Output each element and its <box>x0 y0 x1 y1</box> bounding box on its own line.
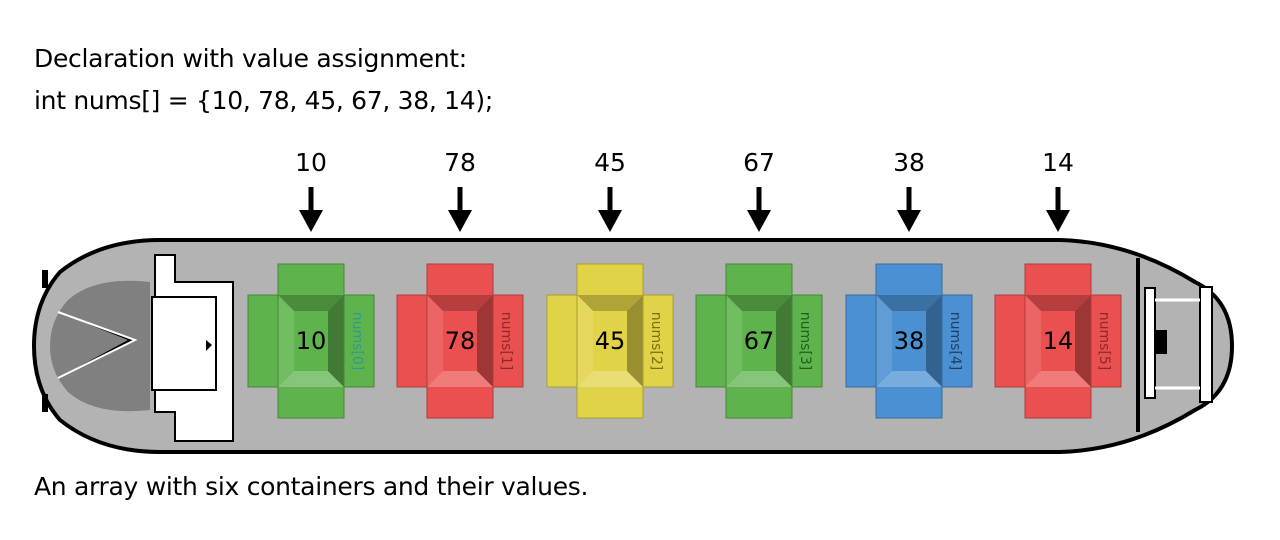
bow-chevron-highlight <box>57 311 138 379</box>
index-label: nums[0] <box>349 312 365 371</box>
anchor-top-icon <box>42 270 48 288</box>
container-bevel-left <box>577 295 593 387</box>
stern-rudder-post <box>1144 287 1156 399</box>
bridge-window <box>151 296 217 391</box>
container-inner <box>742 311 776 371</box>
element-value-label: 14 <box>1042 148 1074 177</box>
container-value: 14 <box>1043 327 1074 355</box>
element-value-label: 38 <box>893 148 925 177</box>
stern-rudder-block <box>1155 330 1167 354</box>
container-bevel-right <box>477 295 493 387</box>
bridge-arrow-icon <box>206 340 212 351</box>
index-label: nums[3] <box>797 312 813 371</box>
container-value: 10 <box>296 327 327 355</box>
container-bevel-left <box>427 295 443 387</box>
down-arrow-icon <box>1046 210 1070 232</box>
container-bevel-top <box>726 295 792 311</box>
container-bevel-top <box>1025 295 1091 311</box>
down-arrow-icon <box>448 210 472 232</box>
container-bevel-bottom <box>427 371 493 387</box>
stern-propeller <box>1199 286 1213 403</box>
container-value: 45 <box>595 327 626 355</box>
down-arrow-icon <box>747 210 771 232</box>
caption-text: An array with six containers and their v… <box>34 472 589 501</box>
array-container-3: 67 67 nums[3] <box>695 148 823 419</box>
container-inner <box>294 311 328 371</box>
element-value-label: 78 <box>444 148 476 177</box>
container-bevel-top <box>876 295 942 311</box>
container-bevel-right <box>776 295 792 387</box>
index-label: nums[5] <box>1096 312 1112 371</box>
container-bevel-bottom <box>278 371 344 387</box>
container-bevel-left <box>876 295 892 387</box>
down-arrow-icon <box>598 210 622 232</box>
container-bevel-top <box>427 295 493 311</box>
element-value-label: 67 <box>743 148 775 177</box>
ship-bow <box>50 280 150 412</box>
container-value: 38 <box>894 327 925 355</box>
index-label: nums[4] <box>947 312 963 371</box>
container-bevel-right <box>1075 295 1091 387</box>
down-arrow-icon <box>897 210 921 232</box>
array-container-1: 78 78 nums[1] <box>396 148 524 419</box>
down-arrow-icon <box>299 210 323 232</box>
array-container-5: 14 14 nums[5] <box>994 148 1122 419</box>
container-bevel-bottom <box>1025 371 1091 387</box>
container-bevel-bottom <box>726 371 792 387</box>
container-bevel-top <box>278 295 344 311</box>
container-value: 78 <box>445 327 476 355</box>
container-value: 67 <box>744 327 775 355</box>
bow-chevron-icon <box>58 312 135 378</box>
index-label: nums[1] <box>498 312 514 371</box>
array-container-4: 38 38 nums[4] <box>845 148 973 419</box>
container-bevel-bottom <box>577 371 643 387</box>
array-container-2: 45 45 nums[2] <box>546 148 674 419</box>
element-value-label: 45 <box>594 148 626 177</box>
index-label: nums[2] <box>648 312 664 371</box>
heading-text: Declaration with value assignment: <box>34 44 467 73</box>
element-value-label: 10 <box>295 148 327 177</box>
container-inner <box>443 311 477 371</box>
array-container-0: 10 10 nums[0] <box>247 148 375 419</box>
container-bevel-right <box>328 295 344 387</box>
container-inner <box>1041 311 1075 371</box>
anchor-bottom-icon <box>42 394 48 412</box>
container-inner <box>593 311 627 371</box>
container-bevel-top <box>577 295 643 311</box>
container-bevel-left <box>726 295 742 387</box>
container-bevel-left <box>278 295 294 387</box>
container-bevel-right <box>627 295 643 387</box>
container-bevel-right <box>926 295 942 387</box>
container-bevel-bottom <box>876 371 942 387</box>
container-inner <box>892 311 926 371</box>
code-declaration: int nums[] = {10, 78, 45, 67, 38, 14); <box>34 86 493 115</box>
container-bevel-left <box>1025 295 1041 387</box>
